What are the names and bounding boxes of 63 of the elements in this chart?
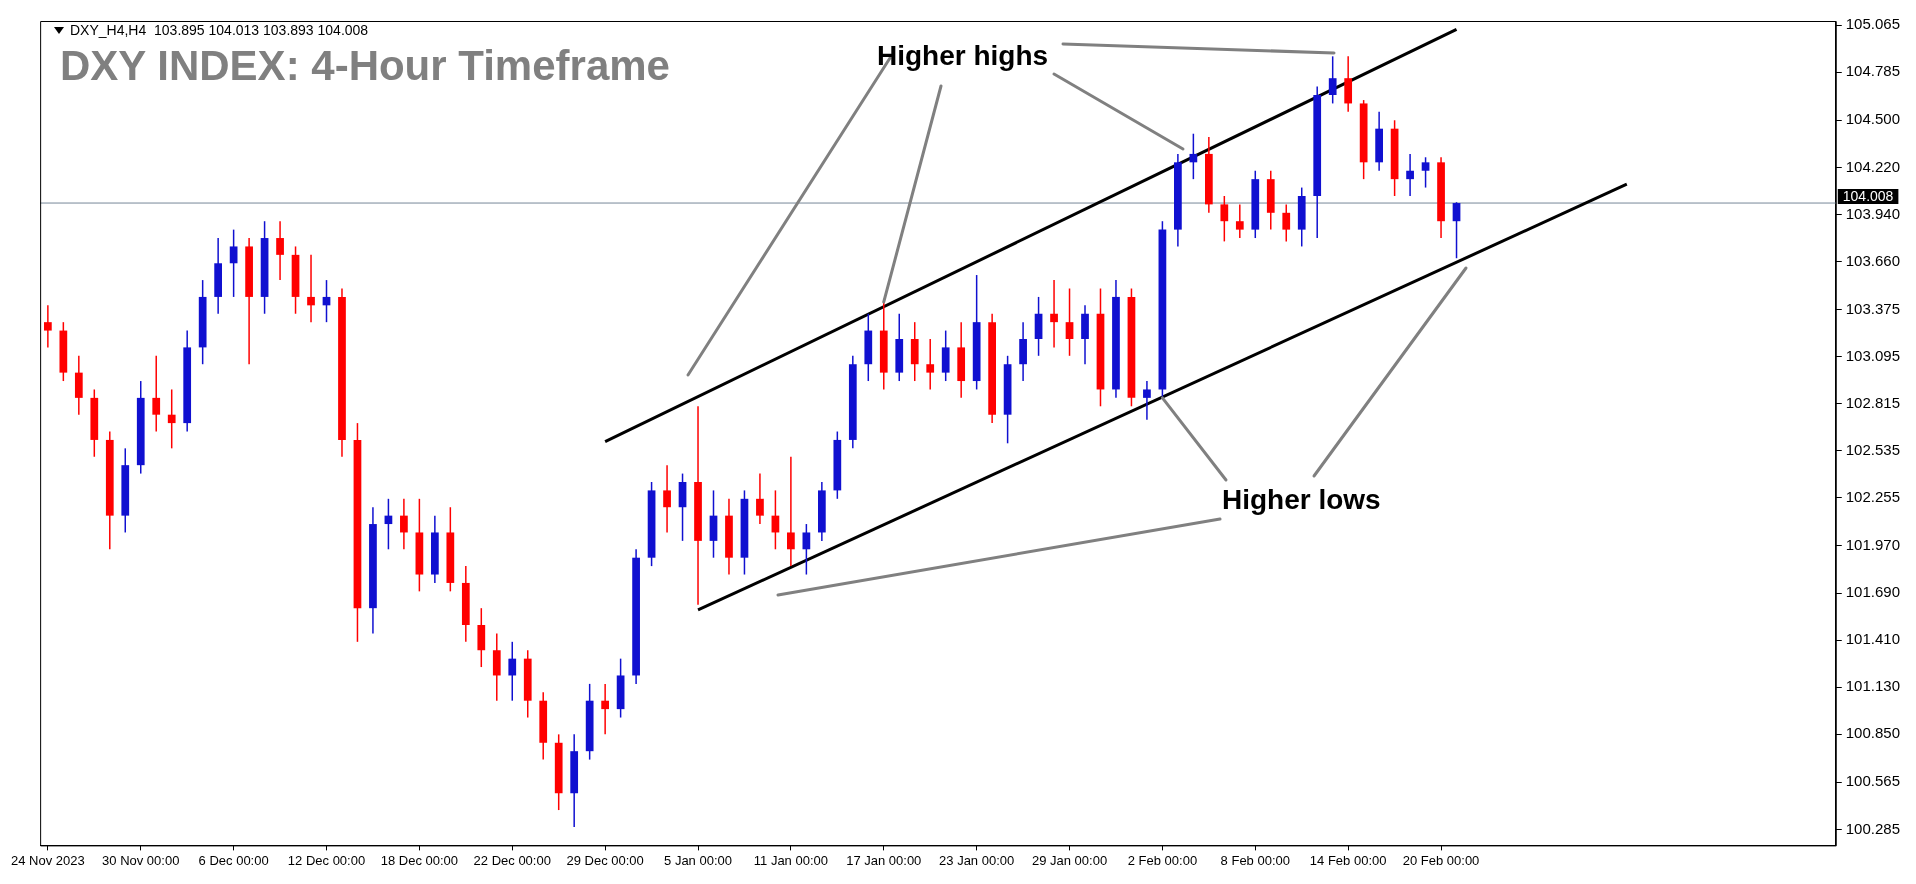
- y-tick-label: 103.375: [1845, 299, 1901, 317]
- x-tick-label: 12 Dec 00:00: [287, 852, 366, 868]
- y-tick-label: 100.565: [1845, 772, 1901, 790]
- x-tick-label: 2 Feb 00:00: [1127, 852, 1198, 868]
- y-tick-label: 101.130: [1845, 677, 1901, 695]
- candlestick: [1189, 132, 1198, 180]
- y-tick-label: 102.815: [1845, 393, 1901, 411]
- x-tick-label: 29 Jan 00:00: [1031, 852, 1108, 868]
- x-tick-label: 24 Nov 2023: [11, 852, 85, 868]
- y-tick-label: 101.690: [1845, 583, 1901, 601]
- y-tick-label: 105.065: [1845, 15, 1901, 33]
- candlestick: [1328, 55, 1337, 105]
- y-tick-label: 100.850: [1845, 724, 1901, 742]
- candlestick: [307, 254, 315, 323]
- y-tick-label: 102.535: [1845, 441, 1901, 459]
- y-tick-label: 104.500: [1845, 110, 1901, 128]
- y-tick-label: 104.785: [1845, 62, 1901, 80]
- annotation: Higher lows: [1222, 484, 1381, 516]
- y-tick-label: 101.410: [1845, 630, 1901, 648]
- candlestick: [1406, 153, 1414, 197]
- candlestick: [229, 228, 238, 298]
- candlestick: [926, 338, 935, 391]
- candlestick: [1282, 203, 1291, 243]
- x-tick-label: 20 Feb 00:00: [1402, 852, 1480, 868]
- y-tick-label: 100.285: [1845, 819, 1901, 837]
- candlestick: [508, 641, 517, 702]
- x-tick-label: 8 Feb 00:00: [1220, 852, 1290, 868]
- y-tick-label: 101.970: [1845, 536, 1901, 554]
- candlestick: [663, 464, 671, 534]
- x-tick-label: 11 Jan 00:00: [753, 852, 828, 868]
- y-tick-label: 102.255: [1845, 488, 1901, 506]
- candlestick: [44, 304, 52, 349]
- candlestick: [802, 523, 811, 576]
- y-tick-label: 103.660: [1845, 251, 1901, 269]
- x-tick-label: 18 Dec 00:00: [380, 852, 459, 868]
- y-tick-label: 103.095: [1845, 346, 1901, 364]
- candlestick: [601, 683, 610, 736]
- annotation: DXY_H4,H4 103.895 104.013 103.893 104.008: [70, 22, 369, 38]
- candlestick: [1421, 156, 1430, 189]
- x-tick-label: 5 Jan 00:00: [664, 852, 732, 868]
- candlestick: [400, 498, 408, 551]
- candlestick: [756, 472, 764, 525]
- candlestick: [787, 456, 795, 567]
- x-tick-label: 14 Feb 00:00: [1309, 852, 1387, 868]
- x-tick-label: 29 Dec 00:00: [566, 852, 644, 868]
- y-tick-label: 103.940: [1845, 204, 1901, 222]
- x-tick-label: 23 Jan 00:00: [939, 852, 1015, 868]
- candlestick: [1143, 380, 1151, 421]
- x-tick-label: 30 Nov 00:00: [102, 852, 180, 868]
- candlestick: [1065, 287, 1074, 357]
- candlestick: [276, 220, 284, 281]
- text: DXY INDEX: 4-Hour Timeframe: [60, 42, 670, 90]
- annotation: Higher highs: [877, 40, 1049, 72]
- candlestick: [1235, 203, 1244, 239]
- candlestick: [167, 388, 176, 450]
- x-tick-label: 22 Dec 00:00: [473, 852, 551, 868]
- ref-line-label: 104.008: [1842, 187, 1894, 204]
- x-tick-label: 17 Jan 00:00: [846, 852, 922, 868]
- y-tick-label: 104.220: [1845, 157, 1901, 175]
- candlestick: [1220, 195, 1229, 243]
- x-tick-label: 6 Dec 00:00: [198, 852, 269, 868]
- candlestick: [152, 355, 161, 433]
- candlestick: [1050, 279, 1058, 349]
